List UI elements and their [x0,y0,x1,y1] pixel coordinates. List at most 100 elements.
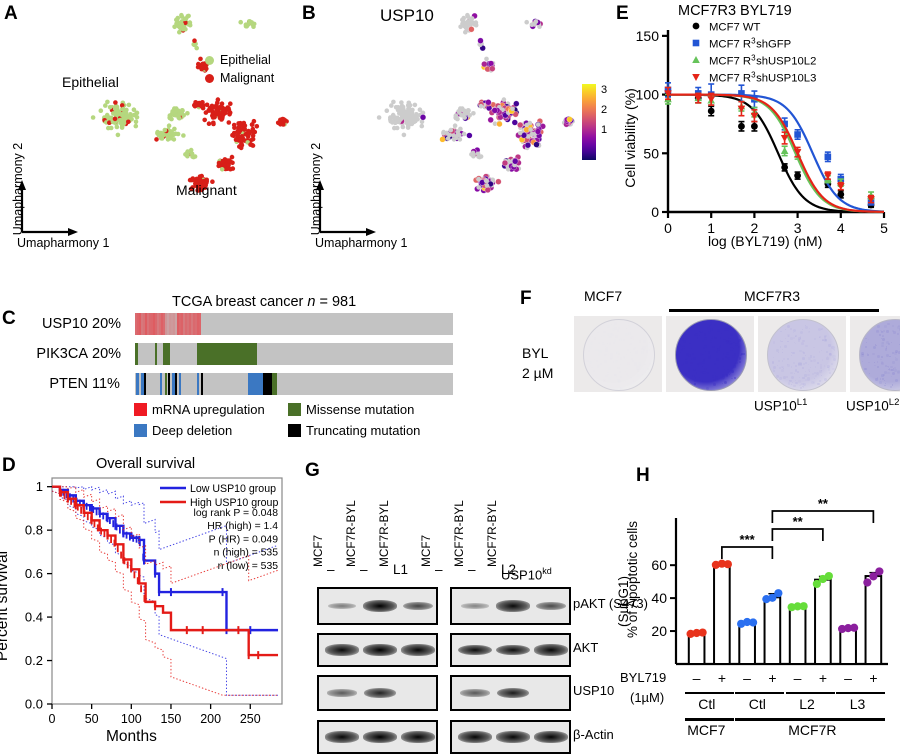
well-speckle [727,357,729,359]
well-speckle [790,366,793,368]
well-speckle [826,365,830,369]
well-speckle [613,338,617,342]
well-speckle [687,367,690,370]
well-speckle [865,337,868,340]
well-speckle [709,322,713,325]
blot-kd-value: L1 [393,562,409,577]
well-speckle [896,333,899,335]
panel-e-dose-response: E MCF7R3 BYL719 0 50 100 150 0 1 2 3 4 5 MCF7 WT MC… [612,0,900,262]
well-speckle [805,325,807,327]
well-speckle [631,358,633,360]
well-speckle [641,347,644,351]
well-speckle [605,374,608,377]
well-speckle [694,379,697,382]
well-speckle [679,352,681,354]
well-speckle [801,382,804,386]
well-speckle [808,358,811,361]
well-speckle [682,340,686,344]
oncoprint-cell [141,373,144,395]
svg-text:5: 5 [880,220,888,236]
well-speckle [645,349,647,351]
well-speckle [820,370,822,372]
oncoprint-legend-mrna: mRNA upregulation [134,402,265,417]
well-speckle [723,369,725,371]
well-speckle [881,342,884,346]
well-speckle [631,335,633,338]
well-speckle [878,334,881,337]
well-speckle [778,366,781,369]
blot-band [363,600,397,612]
well-speckle [737,339,741,343]
well-speckle [799,362,803,366]
well-speckle [701,380,704,382]
well-speckle [889,385,892,388]
well-speckle [898,325,900,328]
well-speckle [608,342,611,345]
well-speckle [634,347,636,349]
well-speckle [802,385,805,388]
well-speckle [600,340,602,342]
panel-h-treatment-mark: – [743,670,751,686]
well-speckle [642,339,646,344]
well-speckle [610,358,612,360]
oncoprint-cell [167,313,169,335]
well-speckle [798,361,802,365]
well-speckle [598,349,601,353]
well-speckle [594,348,598,352]
well-speckle [705,372,707,373]
well-speckle [596,365,600,368]
well-speckle [799,349,802,353]
well-speckle [644,350,647,353]
well-speckle [629,326,632,329]
well-speckle [608,366,612,370]
well-speckle [805,344,808,348]
well-speckle [884,382,886,384]
axis-label-x-d: Months [106,728,157,745]
well-speckle [786,358,789,361]
well-speckle [863,353,864,355]
well-speckle [802,387,804,389]
well-speckle [712,335,716,339]
well-speckle [792,332,795,334]
well-speckle [742,352,745,356]
label-missense-mutation: Missense mutation [306,402,415,417]
well-speckle [606,332,610,336]
legend-label-malignant: Malignant [220,71,275,85]
well-speckle [619,386,623,390]
well-speckle [724,355,728,358]
well-speckle [643,349,645,351]
well-speckle [894,379,898,383]
well-speckle [687,370,690,373]
oncoprint-cell [171,313,173,335]
well-mcf7 [574,316,662,392]
blot-band [363,644,397,656]
well-speckle [629,336,632,339]
svg-text:shUSP10L2: shUSP10L2 [756,56,816,68]
well-speckle [597,379,600,382]
well-speckle [735,361,738,365]
well-speckle [701,353,703,355]
swatch-missense-mutation [288,403,301,416]
well-speckle [603,379,607,383]
sublabel-usp10-l1-text: USP10 [754,398,797,414]
well-speckle [784,329,786,331]
well-speckle [693,357,696,360]
oncoprint-cell [168,373,170,395]
well-speckle [694,382,697,385]
oncoprint-cell [163,313,165,335]
well-speckle [781,351,783,353]
svg-text:P (HR) = 0.049: P (HR) = 0.049 [209,534,279,545]
well-speckle [807,377,811,381]
oncoprint-cell [165,313,167,335]
well-speckle [682,363,685,365]
oncoprint-track-usp10 [135,313,453,335]
well-speckle [587,341,590,344]
svg-text:1: 1 [707,220,715,236]
well-speckle [888,342,891,346]
well-speckle [648,342,651,344]
well-speckle [716,348,719,350]
well-speckle [619,387,623,391]
well-speckle [783,375,786,379]
oncoprint-track-pten [135,373,453,395]
